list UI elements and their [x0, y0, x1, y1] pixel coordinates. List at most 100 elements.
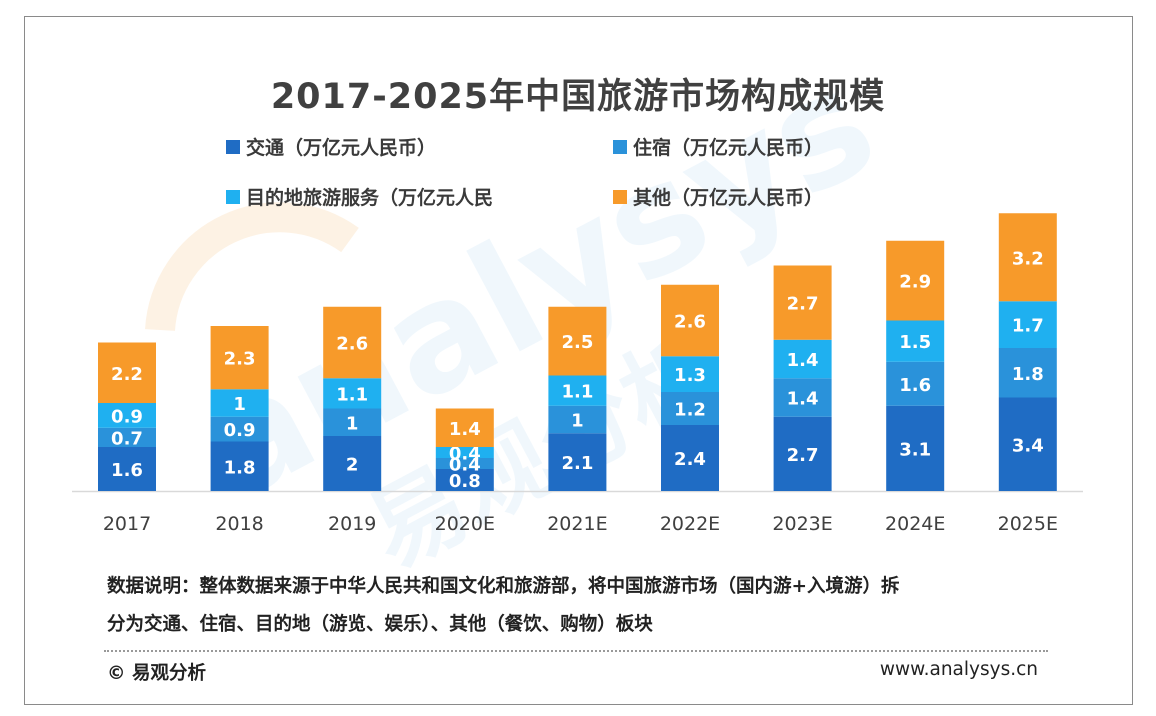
- bar-segment-2025E-s2: [998, 301, 1057, 348]
- bar-segment-2017-s2: [98, 403, 156, 428]
- data-note-line-1: 数据说明：整体数据来源于中华人民共和国文化和旅游部，将中国旅游市场（国内游+入境…: [107, 576, 900, 597]
- chart-title: 2017-2025年中国旅游市场构成规模: [270, 77, 886, 117]
- data-label-2025E-s3: 3.2: [1012, 248, 1044, 269]
- bar-segment-2022E-s3: [661, 284, 719, 357]
- bar-segment-2023E-s0: [773, 416, 832, 491]
- bar-segment-2021E-s0: [548, 433, 607, 491]
- copyright: © 易观分析: [107, 663, 206, 684]
- data-label-2022E-s3: 2.6: [674, 312, 706, 333]
- bar-segment-2025E-s0: [998, 397, 1057, 491]
- footer-divider: [104, 650, 1048, 652]
- data-label-2025E-s0: 3.4: [1012, 435, 1044, 456]
- bar-segment-2017-s3: [98, 342, 156, 403]
- bar-segment-2023E-s3: [773, 265, 832, 340]
- data-label-2017-s2: 0.9: [111, 406, 143, 427]
- data-label-2021E-s2: 1.1: [561, 382, 593, 403]
- bar-segment-2018-s1: [210, 416, 269, 442]
- data-note: 数据说明：整体数据来源于中华人民共和国文化和旅游部，将中国旅游市场（国内游+入境…: [107, 568, 1067, 644]
- bar-segment-2019-s2: [323, 378, 382, 409]
- data-label-2017-s3: 2.2: [111, 364, 143, 385]
- data-label-2024E-s2: 1.5: [899, 332, 931, 353]
- legend-item-transport: 交通（万亿元人民币）: [226, 133, 436, 160]
- bar-segment-2018-s3: [210, 326, 269, 390]
- data-label-2022E-s1: 1.2: [674, 400, 706, 421]
- bar-segment-2017-s0: [98, 447, 156, 491]
- x-tick-label-2023E: 2023E: [772, 513, 832, 535]
- data-label-2023E-s0: 2.7: [787, 445, 819, 466]
- data-label-2019-s3: 2.6: [336, 334, 368, 355]
- data-label-2020E-s0: 0.8: [449, 471, 481, 492]
- data-label-2023E-s2: 1.4: [787, 350, 819, 371]
- x-tick-label-2018: 2018: [215, 513, 263, 535]
- data-label-2019-s0: 2: [346, 455, 359, 476]
- data-note-line-2: 分为交通、住宿、目的地（游览、娱乐）、其他（餐饮、购物）板块: [107, 614, 653, 635]
- data-label-2018-s2: 1: [233, 394, 246, 415]
- bar-segment-2020E-s1: [435, 458, 494, 469]
- x-tick-label-2017: 2017: [103, 513, 151, 535]
- bar-segment-2017-s1: [98, 427, 156, 447]
- data-label-2021E-s0: 2.1: [561, 453, 593, 474]
- bar-segment-2020E-s2: [435, 447, 494, 458]
- bar-segment-2024E-s0: [886, 405, 945, 491]
- bar-segment-2023E-s2: [773, 339, 832, 379]
- website-url: www.analysys.cn: [879, 659, 1038, 680]
- x-tick-label-2022E: 2022E: [660, 513, 720, 535]
- watermark-logo-arc: [145, 202, 359, 332]
- bar-segment-2019-s1: [323, 408, 382, 436]
- data-label-2022E-s2: 1.3: [674, 365, 706, 386]
- legend-swatch-transport: [226, 139, 240, 154]
- bar-segment-2019-s0: [323, 436, 382, 491]
- bar-segment-2024E-s1: [886, 361, 945, 406]
- bar-segment-2019-s3: [323, 306, 382, 379]
- bar-segment-2020E-s3: [435, 408, 494, 447]
- legend-label-destination: 目的地旅游服务（万亿元人民: [246, 187, 494, 209]
- data-label-2018-s0: 1.8: [224, 457, 256, 478]
- legend-label-other: 其他（万亿元人民币）: [633, 187, 824, 209]
- bar-segment-2022E-s1: [661, 392, 719, 425]
- data-label-2024E-s3: 2.9: [899, 272, 931, 293]
- data-label-2024E-s0: 3.1: [899, 439, 931, 460]
- bar-segment-2022E-s0: [661, 425, 719, 491]
- data-label-2025E-s2: 1.7: [1012, 316, 1044, 337]
- data-label-2023E-s3: 2.7: [787, 294, 819, 315]
- data-label-2020E-s3: 1.4: [449, 419, 481, 440]
- data-label-2020E-s1: 0.4: [449, 455, 481, 476]
- legend-label-transport: 交通（万亿元人民币）: [246, 137, 437, 159]
- data-label-2025E-s1: 1.8: [1012, 364, 1044, 385]
- legend-swatch-other: [613, 189, 627, 204]
- legend-item-other: 其他（万亿元人民币）: [613, 183, 823, 210]
- data-label-2019-s1: 1: [346, 413, 359, 434]
- bar-segment-2024E-s3: [886, 240, 945, 321]
- x-tick-label-2021E: 2021E: [547, 513, 607, 535]
- x-tick-label-2020E: 2020E: [435, 513, 495, 535]
- data-label-2021E-s3: 2.5: [561, 332, 593, 353]
- legend-item-lodging: 住宿（万亿元人民币）: [613, 133, 823, 160]
- data-label-2021E-s1: 1: [571, 411, 584, 432]
- bar-segment-2021E-s2: [548, 375, 607, 406]
- data-label-2020E-s2: 0.4: [449, 444, 481, 465]
- legend-item-destination: 目的地旅游服务（万亿元人民: [226, 183, 493, 210]
- legend-swatch-destination: [226, 189, 240, 204]
- data-label-2022E-s0: 2.4: [674, 449, 706, 470]
- bar-segment-2024E-s2: [886, 320, 945, 362]
- legend-label-lodging: 住宿（万亿元人民币）: [633, 137, 824, 159]
- data-label-2018-s1: 0.9: [224, 420, 256, 441]
- data-label-2018-s3: 2.3: [224, 349, 256, 370]
- bar-segment-2021E-s1: [548, 405, 607, 434]
- data-label-2017-s0: 1.6: [111, 460, 143, 481]
- x-tick-label-2025E: 2025E: [998, 513, 1058, 535]
- bar-segment-2023E-s1: [773, 378, 832, 417]
- bar-segment-2025E-s1: [998, 348, 1057, 398]
- data-label-2019-s2: 1.1: [336, 384, 368, 405]
- bar-segment-2021E-s3: [548, 306, 607, 376]
- data-label-2024E-s1: 1.6: [899, 375, 931, 396]
- bar-segment-2022E-s2: [661, 356, 719, 392]
- data-label-2017-s1: 0.7: [111, 428, 143, 449]
- legend-swatch-lodging: [613, 139, 627, 154]
- x-tick-label-2024E: 2024E: [885, 513, 945, 535]
- bar-segment-2018-s2: [210, 389, 269, 417]
- bar-segment-2020E-s0: [435, 469, 494, 491]
- x-tick-label-2019: 2019: [328, 513, 376, 535]
- bar-segment-2025E-s3: [998, 213, 1057, 302]
